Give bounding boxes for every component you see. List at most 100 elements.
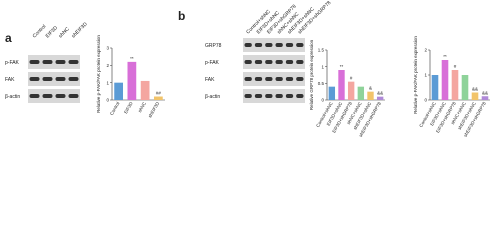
y-tick-label: 0.5 (318, 81, 325, 86)
row-label: GRP78 (205, 43, 222, 49)
band (296, 60, 304, 64)
bar (347, 81, 355, 100)
band (68, 94, 79, 98)
band (68, 60, 79, 64)
significance: ** (443, 54, 447, 59)
y-tick-label: 1 (424, 73, 427, 78)
y-tick-label: 3 (106, 46, 109, 51)
band (275, 94, 283, 98)
lane-label: EIF3D (45, 25, 60, 40)
band (275, 60, 283, 64)
y-tick-label: 2 (424, 48, 427, 53)
bar (154, 96, 163, 100)
band (285, 60, 294, 64)
bar (481, 96, 489, 100)
band (29, 94, 40, 98)
band (285, 94, 294, 98)
band (265, 94, 273, 98)
y-axis-label: Relative p-FAK/FAK protein expression (413, 36, 418, 114)
significance: && (377, 91, 383, 96)
row-label: β-actin (5, 94, 20, 100)
bar (376, 96, 384, 100)
y-tick-label: 0 (424, 98, 427, 103)
bar (461, 75, 469, 100)
band (68, 77, 79, 81)
band (244, 77, 252, 81)
x-tick-label: EIF3D (123, 100, 134, 114)
band (244, 43, 252, 47)
blot-strip (28, 89, 80, 103)
y-axis-label: Relative GRP78 protein expression (309, 39, 314, 110)
band (55, 60, 66, 64)
row-label: p-FAK (5, 60, 20, 66)
band (254, 60, 263, 64)
row-label: p-FAK (205, 60, 220, 66)
row-label: FAK (5, 77, 15, 83)
x-tick-label: shNC (137, 100, 147, 113)
y-tick-label: 0 (321, 98, 324, 103)
bar (114, 82, 123, 100)
band (265, 77, 273, 81)
bar (441, 60, 449, 100)
blot-strip (28, 55, 80, 69)
band (254, 77, 263, 81)
band (254, 94, 263, 98)
panel-label: a (5, 31, 12, 45)
band (55, 77, 66, 81)
bar (451, 70, 459, 100)
band (296, 77, 304, 81)
lane-label: Control (32, 24, 48, 40)
band (29, 60, 40, 64)
band (244, 60, 252, 64)
significance: && (482, 90, 488, 95)
x-tick-label: shEIF3D (147, 100, 160, 118)
band (29, 77, 40, 81)
significance: # (350, 76, 353, 81)
y-axis-label: Relative p-FAK/FAK protein expression (96, 35, 101, 113)
y-tick-label: 1.5 (318, 48, 325, 53)
blot-strip (243, 55, 305, 69)
bar (367, 91, 374, 100)
row-label: β-actin (205, 94, 220, 100)
bar (338, 70, 345, 100)
band (275, 77, 283, 81)
significance: && (472, 87, 478, 92)
bar (127, 61, 137, 100)
bar (140, 80, 150, 100)
y-tick-label: 2 (106, 63, 109, 68)
significance: & (369, 86, 372, 91)
band (42, 77, 53, 81)
blot-strip (243, 38, 305, 52)
bar (431, 75, 439, 100)
y-tick-label: 1 (321, 64, 324, 69)
bar (357, 86, 365, 100)
y-tick-label: 0 (106, 98, 109, 103)
lane-label: shEIF3D (71, 21, 89, 39)
band (265, 43, 273, 47)
x-tick-label: Control (109, 101, 121, 116)
bar (471, 92, 479, 100)
significance: ** (130, 56, 134, 61)
bar (328, 86, 336, 100)
band (296, 43, 304, 47)
band (285, 43, 294, 47)
blot-strip (243, 89, 305, 103)
band (254, 43, 263, 47)
band (285, 77, 294, 81)
band (55, 94, 66, 98)
significance: ## (156, 91, 162, 96)
band (265, 60, 273, 64)
band (42, 94, 53, 98)
band (275, 43, 283, 47)
y-tick-label: 1 (106, 80, 109, 85)
panel-label: b (178, 9, 185, 23)
band (296, 94, 304, 98)
blot-strip (243, 72, 305, 86)
blot-strip (28, 72, 80, 86)
significance: ** (340, 64, 344, 69)
band (42, 60, 53, 64)
significance: # (454, 64, 457, 69)
row-label: FAK (205, 77, 215, 83)
lane-label: shNC (58, 26, 71, 39)
